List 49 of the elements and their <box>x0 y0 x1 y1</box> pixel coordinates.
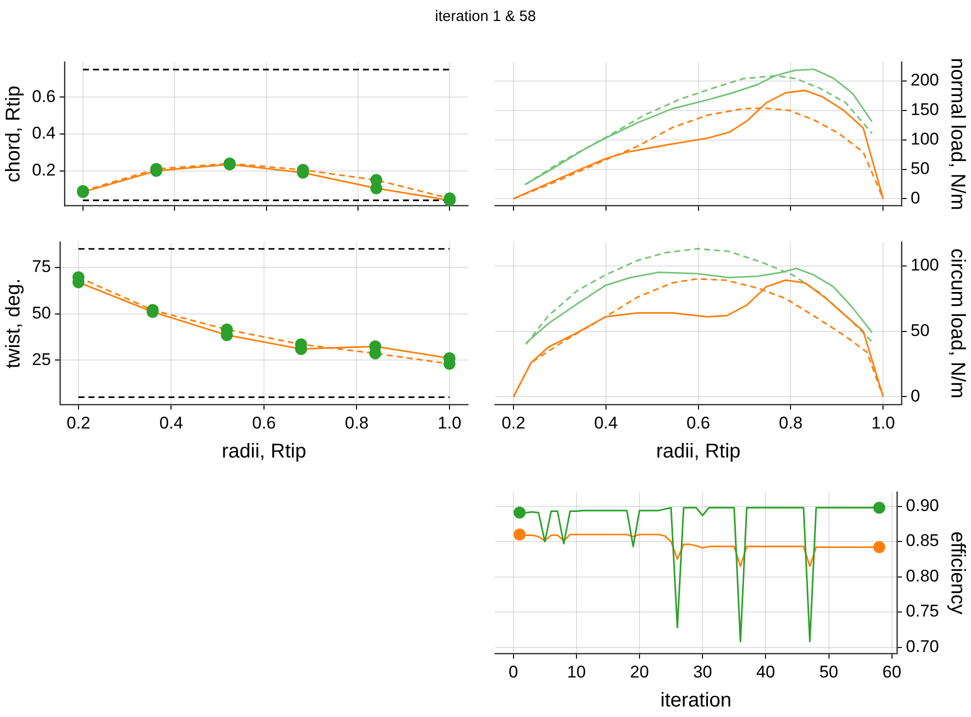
y2-tick-label: 0.80 <box>906 566 940 586</box>
point <box>873 502 886 514</box>
y-tick-label: 0.6 <box>32 86 56 106</box>
x-tick-label: 0.6 <box>686 413 710 432</box>
x-tick-label: 0.2 <box>502 413 526 432</box>
y2-tick-label: 150 <box>910 100 940 120</box>
point <box>514 506 526 519</box>
x-tick-label: 0.2 <box>66 413 90 432</box>
y2-tick-label: 0.90 <box>906 496 940 515</box>
y2-tick-label: 0.70 <box>906 636 940 656</box>
y2-axis-title: normal load, N/m <box>946 58 968 210</box>
x-tick-label: 10 <box>566 662 586 682</box>
y2-axis-title: circum load, N/m <box>946 248 968 398</box>
y2-tick-label: 200 <box>910 70 940 90</box>
y-tick-label: 75 <box>32 257 51 276</box>
y-tick-label: 50 <box>32 303 51 322</box>
x-tick-label: 0.4 <box>594 413 618 432</box>
x-tick-label: 0.4 <box>159 413 184 432</box>
x-tick-label: 1.0 <box>438 413 462 432</box>
y2-tick-label: 100 <box>910 130 940 149</box>
y2-tick-label: 0.75 <box>906 602 940 621</box>
chart-title: iteration 1 & 58 <box>434 8 537 25</box>
y2-axis-title: efficiency <box>946 531 968 614</box>
x-tick-label: 1.0 <box>871 413 895 432</box>
y2-tick-label: 0 <box>910 386 920 406</box>
x-tick-label: 0.8 <box>778 413 803 432</box>
y-tick-label: 0.2 <box>32 160 56 180</box>
y-tick-label: 0.4 <box>32 124 56 143</box>
x-tick-label: 0.8 <box>344 413 369 432</box>
x-axis-title: iteration <box>660 690 732 712</box>
x-tick-label: 40 <box>756 662 776 682</box>
y-axis-title: chord, Rtip <box>2 86 25 182</box>
point <box>873 541 886 554</box>
point <box>514 528 526 540</box>
y-axis-title: twist, deg. <box>2 278 25 368</box>
x-tick-label: 20 <box>630 662 649 682</box>
y2-tick-label: 50 <box>910 320 930 340</box>
x-axis-title: radii, Rtip <box>222 440 306 463</box>
y2-tick-label: 100 <box>910 255 940 274</box>
y2-tick-label: 0 <box>910 188 920 208</box>
x-tick-label: 50 <box>819 662 838 682</box>
y-tick-label: 25 <box>32 350 51 369</box>
y2-tick-label: 50 <box>910 159 930 178</box>
y2-tick-label: 0.85 <box>906 531 940 550</box>
x-tick-label: 0.6 <box>252 413 276 432</box>
x-axis-title: radii, Rtip <box>656 440 741 463</box>
x-tick-label: 60 <box>882 662 902 682</box>
x-tick-label: 30 <box>693 662 712 682</box>
x-tick-label: 0 <box>508 662 518 682</box>
